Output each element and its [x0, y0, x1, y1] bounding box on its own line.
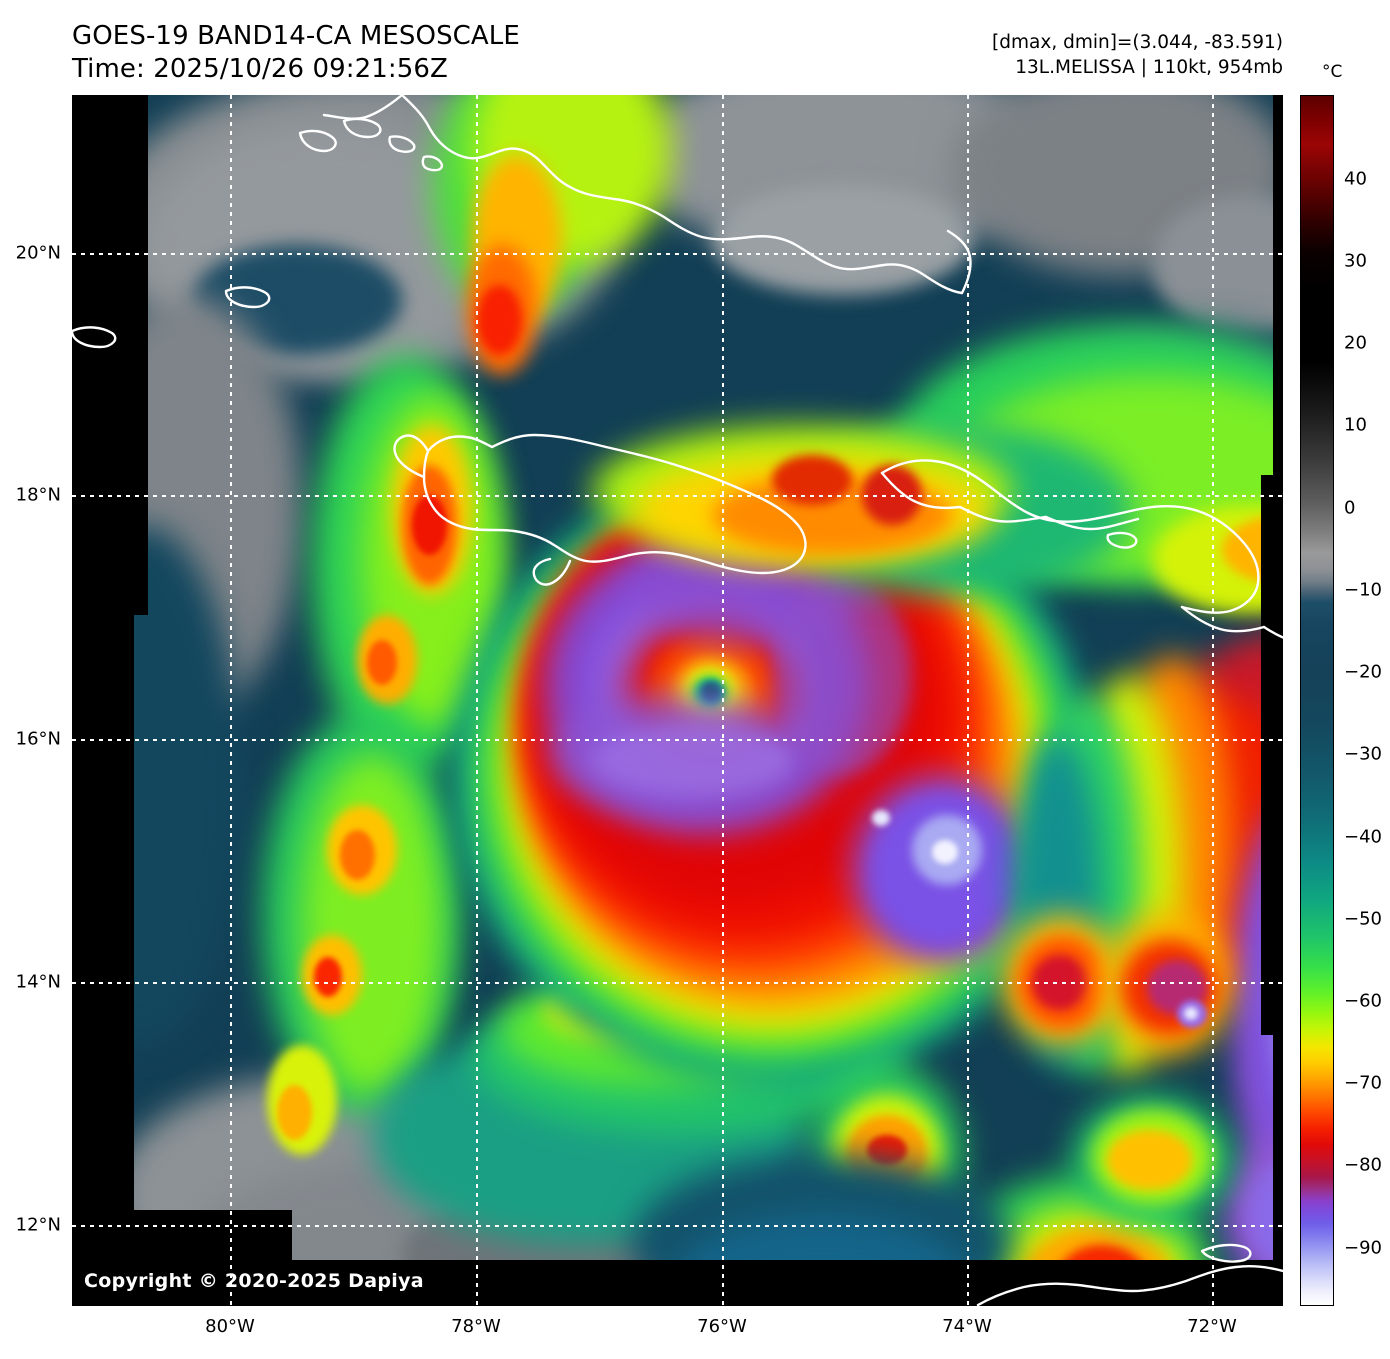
gridline-lon-72w	[1212, 95, 1214, 1306]
colorbar-tick-10: 10	[1344, 414, 1367, 436]
timestamp-line: Time: 2025/10/26 09:21:56Z	[72, 54, 448, 85]
y-axis-tick-12n: 12°N	[15, 1214, 61, 1236]
y-axis-tick-14n: 14°N	[15, 971, 61, 993]
colorbar-tick-30: 30	[1344, 250, 1367, 272]
storm-info-label: 13L.MELISSA | 110kt, 954mb	[1015, 56, 1283, 78]
colorbar-tick-m80: −80	[1344, 1154, 1382, 1176]
gridline-lat-20n	[72, 253, 1283, 255]
x-axis-tick-76w: 76°W	[697, 1316, 747, 1337]
metadata-block: [dmax, dmin]=(3.044, -83.591) 13L.MELISS…	[992, 31, 1283, 80]
colorbar-tick-m30: −30	[1344, 743, 1382, 765]
gridline-lat-16n	[72, 739, 1283, 741]
gridline-lat-12n	[72, 1225, 1283, 1227]
gridline-lon-74w	[967, 95, 969, 1306]
colorbar-tick-40: 40	[1344, 168, 1367, 190]
satellite-image-plot[interactable]: Copyright © 2020-2025 Dapiya	[72, 95, 1283, 1306]
gridline-lon-76w	[722, 95, 724, 1306]
x-axis-tick-80w: 80°W	[205, 1316, 255, 1337]
title-line: GOES-19 BAND14-CA MESOSCALE	[72, 21, 520, 51]
x-axis-tick-72w: 72°W	[1187, 1316, 1237, 1337]
colorbar-tick-m10: −10	[1344, 579, 1382, 601]
colorbar-tick-0: 0	[1344, 497, 1356, 519]
x-axis-tick-78w: 78°W	[451, 1316, 501, 1337]
colorbar-tick-m70: −70	[1344, 1072, 1382, 1094]
gridline-lat-18n	[72, 495, 1283, 497]
copyright-label: Copyright © 2020-2025 Dapiya	[84, 1270, 424, 1292]
data-minmax-label: [dmax, dmin]=(3.044, -83.591)	[992, 32, 1283, 53]
gridline-lon-78w	[476, 95, 478, 1306]
page-title: GOES-19 BAND14-CA MESOSCALE Time: 2025/1…	[72, 20, 520, 87]
x-axis-tick-74w: 74°W	[942, 1316, 992, 1337]
colorbar-tick-20: 20	[1344, 332, 1367, 354]
gridline-lat-14n	[72, 982, 1283, 984]
temperature-colorbar[interactable]	[1300, 95, 1334, 1306]
colorbar-tick-m50: −50	[1344, 908, 1382, 930]
y-axis-tick-20n: 20°N	[15, 242, 61, 264]
y-axis-tick-16n: 16°N	[15, 728, 61, 750]
colorbar-tick-m90: −90	[1344, 1237, 1382, 1259]
y-axis-tick-18n: 18°N	[15, 484, 61, 506]
colorbar-tick-m20: −20	[1344, 661, 1382, 683]
gridline-lon-80w	[230, 95, 232, 1306]
infrared-brightness-temperature-field	[72, 95, 1283, 1306]
colorbar-unit-label: °C	[1322, 62, 1343, 82]
colorbar-tick-m60: −60	[1344, 990, 1382, 1012]
colorbar-tick-m40: −40	[1344, 826, 1382, 848]
